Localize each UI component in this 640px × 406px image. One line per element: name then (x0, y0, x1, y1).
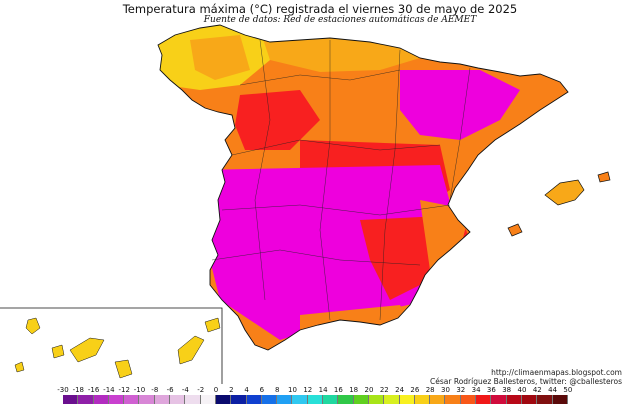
scale-label: 12 (303, 386, 313, 394)
scale-swatch (445, 395, 461, 404)
scale-labels: -30 -18 -16 -14 -12 -10 -8 -6 -4 -2 0 2 4 6 8 10 12 14 16 1… (0, 386, 640, 396)
el-hierro (14, 361, 25, 373)
menorca (597, 171, 611, 183)
ebro-magenta-zone (400, 70, 520, 140)
scale-swatch (491, 395, 507, 404)
scale-swatch (93, 395, 109, 404)
scale-label: -6 (166, 386, 174, 394)
scale-swatch (108, 395, 125, 404)
scale-label: 44 (548, 386, 558, 394)
scale-label: 32 (456, 386, 466, 394)
scale-swatch (537, 395, 553, 404)
scale-swatch (63, 395, 79, 404)
la-gomera (51, 344, 65, 359)
scale-swatch (246, 395, 262, 404)
scale-label: 42 (532, 386, 542, 394)
scale-swatch (384, 395, 400, 404)
scale-swatch (261, 395, 278, 404)
scale-label: 4 (244, 386, 249, 394)
scale-swatch (231, 395, 247, 404)
scale-swatch (139, 395, 155, 404)
scale-swatch (476, 395, 492, 404)
scale-label: 26 (410, 386, 420, 394)
scale-label: 30 (441, 386, 450, 394)
lanzarote (204, 317, 221, 333)
data-source: Fuente de datos: Red de estaciones autom… (203, 15, 477, 25)
scale-label: 22 (379, 386, 389, 394)
scale-label: 2 (229, 386, 234, 394)
scale-label: 24 (395, 386, 405, 394)
scale-label: 14 (318, 386, 328, 394)
scale-label: -18 (72, 386, 85, 394)
scale-swatch (215, 395, 232, 404)
scale-swatch (307, 395, 324, 404)
galicia-warm-zone (190, 35, 250, 80)
balearic-islands (507, 171, 611, 237)
scale-label: -14 (103, 386, 115, 394)
map-title: Temperatura máxima (°C) registrada el vi… (122, 2, 518, 16)
scale-label: -4 (181, 386, 189, 394)
scale-swatch (353, 395, 369, 404)
scale-label: -30 (57, 386, 69, 394)
scale-swatch (414, 395, 431, 404)
credit-url[interactable]: http://climaenmapas.blogspot.com (491, 368, 622, 377)
scale-label: 34 (471, 386, 481, 394)
scale-swatch (460, 395, 477, 404)
scale-label: -16 (87, 386, 100, 394)
credit-author: César Rodríguez Ballesteros, twitter: @c… (430, 377, 622, 386)
ibiza (507, 223, 523, 237)
canary-islands-inset (0, 307, 223, 384)
scale-label: 28 (425, 386, 435, 394)
scale-label: 8 (274, 386, 280, 394)
scale-label: -10 (133, 386, 146, 394)
scale-label: 0 (213, 386, 219, 394)
scale-label: 38 (502, 386, 512, 394)
scale-swatch (521, 395, 538, 404)
scale-label: -2 (197, 386, 205, 394)
duero-hot-zone (235, 90, 320, 150)
scale-swatch (78, 395, 94, 404)
scale-swatch (399, 395, 415, 404)
scale-swatch (200, 395, 216, 404)
mallorca (544, 179, 585, 206)
scale-swatch (552, 395, 568, 404)
la-palma (25, 317, 41, 335)
province-borders (211, 39, 471, 321)
scale-swatch (154, 395, 171, 404)
scale-label: 36 (486, 386, 496, 394)
scale-label: 16 (333, 386, 343, 394)
fuerteventura (177, 335, 205, 365)
scale-swatch (277, 395, 293, 404)
mainland-coastline (157, 24, 569, 351)
scale-label: 40 (517, 386, 527, 394)
scale-swatch (185, 395, 201, 404)
gran-canaria (114, 359, 133, 379)
scale-swatch (430, 395, 446, 404)
scale-swatch (124, 395, 140, 404)
scale-swatch (323, 395, 339, 404)
inset-frame (0, 307, 223, 384)
scale-swatch (292, 395, 308, 404)
scale-swatch (368, 395, 385, 404)
scale-swatch (506, 395, 522, 404)
scale-label: 20 (364, 386, 374, 394)
scale-swatch (170, 395, 186, 404)
scale-label: 10 (288, 386, 297, 394)
scale-label: -12 (118, 386, 130, 394)
tenerife (69, 337, 105, 363)
spain-mainland (157, 24, 569, 351)
scale-label: -8 (151, 386, 159, 394)
scale-label: 6 (259, 386, 265, 394)
scale-label: 50 (563, 386, 573, 394)
scale-label: 18 (349, 386, 359, 394)
color-scale (63, 395, 568, 404)
scale-swatch (338, 395, 354, 404)
